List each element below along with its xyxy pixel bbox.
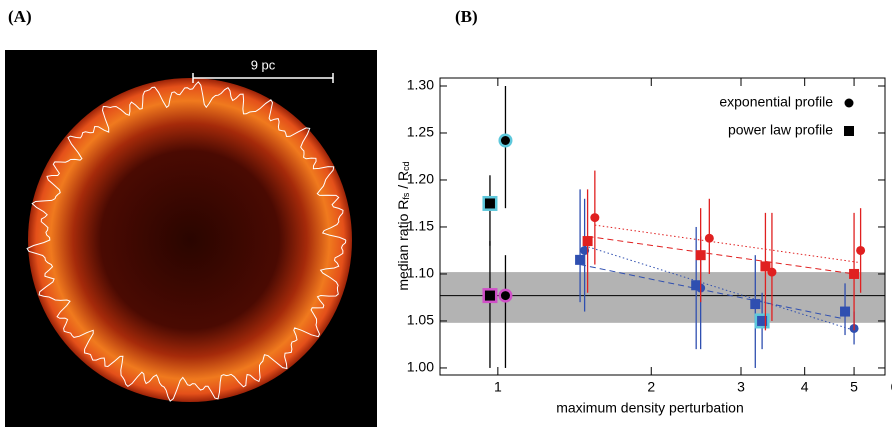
marker xyxy=(856,245,866,255)
y-axis-label-subscript: cd xyxy=(401,161,411,171)
marker xyxy=(760,261,771,272)
marker xyxy=(575,254,586,265)
fit-line xyxy=(584,245,855,331)
fit-line xyxy=(579,264,846,320)
fit-line xyxy=(587,235,855,275)
marker xyxy=(849,268,860,279)
panel-label: (B) xyxy=(455,7,478,26)
marker xyxy=(757,315,768,326)
x-tick-label: 4 xyxy=(801,379,809,395)
contour xyxy=(26,81,347,402)
marker xyxy=(500,291,510,301)
marker xyxy=(750,299,761,310)
x-tick-label: 1 xyxy=(494,379,502,395)
y-tick-label: 1.20 xyxy=(407,171,434,187)
x-axis-label: maximum density perturbation xyxy=(556,400,744,416)
scale-bar-label: 9 pc xyxy=(251,57,276,72)
marker xyxy=(840,306,851,317)
marker xyxy=(704,233,714,243)
x-tick-label: 6 xyxy=(891,379,892,395)
marker xyxy=(484,290,495,301)
y-tick-label: 1.25 xyxy=(407,124,434,140)
y-tick-label: 1.10 xyxy=(407,265,434,281)
marker xyxy=(484,198,495,209)
marker xyxy=(590,213,600,223)
panel-label: (A) xyxy=(8,7,32,26)
fit-line xyxy=(594,224,861,264)
y-axis-label-part: / R xyxy=(395,171,411,193)
y-axis-label: median ratio Rfs / Rcd xyxy=(395,161,411,290)
plot-frame xyxy=(439,77,886,376)
x-tick-label: 5 xyxy=(850,379,858,395)
marker xyxy=(691,280,702,291)
marker xyxy=(767,267,777,277)
legend-marker xyxy=(844,126,854,136)
remnant xyxy=(28,78,352,402)
y-tick-label: 1.30 xyxy=(407,77,434,93)
y-tick-label: 1.05 xyxy=(407,312,434,328)
y-tick-label: 1.00 xyxy=(407,359,434,375)
y-tick-label: 1.15 xyxy=(407,218,434,234)
band xyxy=(440,272,885,323)
x-tick-label: 2 xyxy=(647,379,655,395)
x-tick-label: 3 xyxy=(737,379,745,395)
y-axis-label-subscript: fs xyxy=(401,192,411,200)
legend-label: exponential profile xyxy=(719,94,833,110)
y-axis-label-part: median ratio R xyxy=(395,200,411,291)
marker xyxy=(695,250,706,261)
marker xyxy=(500,136,510,146)
legend-label: power law profile xyxy=(728,122,833,138)
marker xyxy=(580,245,590,255)
legend-marker xyxy=(844,98,854,108)
marker xyxy=(582,236,593,247)
